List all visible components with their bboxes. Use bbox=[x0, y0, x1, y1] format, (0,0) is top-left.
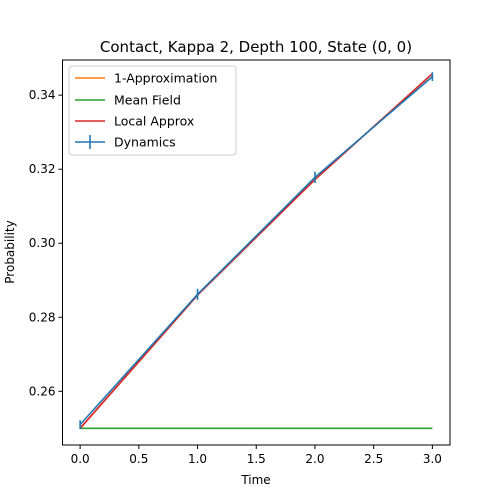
x-axis-label: Time bbox=[240, 473, 270, 487]
legend-label-mean-field: Mean Field bbox=[114, 93, 181, 108]
series-layer bbox=[79, 72, 434, 430]
y-tick-label: 0.32 bbox=[29, 162, 56, 176]
legend-entries: 1-Approximation Mean Field Local Approx Dyn… bbox=[75, 71, 217, 150]
y-axis: 0.26 0.28 0.30 0.32 0.34 bbox=[29, 88, 63, 398]
x-axis: 0.0 0.5 1.0 1.5 2.0 2.5 3.0 bbox=[71, 445, 442, 466]
x-tick-label: 1.0 bbox=[188, 452, 207, 466]
y-axis-label: Probability bbox=[3, 220, 17, 283]
legend-label-local-approx: Local Approx bbox=[114, 114, 194, 129]
y-tick-label: 0.26 bbox=[29, 384, 56, 398]
legend-label-1-approximation: 1-Approximation bbox=[114, 71, 217, 86]
y-tick-label: 0.28 bbox=[29, 310, 56, 324]
x-tick-label: 2.0 bbox=[305, 452, 324, 466]
legend-box bbox=[68, 65, 237, 156]
chart-title: Contact, Kappa 2, Depth 100, State (0, 0… bbox=[100, 38, 412, 56]
y-tick-label: 0.34 bbox=[29, 88, 56, 102]
x-tick-label: 0.0 bbox=[71, 452, 90, 466]
y-tick-label: 0.30 bbox=[29, 236, 56, 250]
legend-label-dynamics: Dynamics bbox=[114, 135, 176, 150]
legend: 1-Approximation Mean Field Local Approx Dyn… bbox=[68, 65, 237, 156]
x-tick-label: 3.0 bbox=[423, 452, 442, 466]
x-tick-label: 0.5 bbox=[129, 452, 148, 466]
series-line-dynamics bbox=[79, 76, 433, 426]
x-tick-label: 2.5 bbox=[364, 452, 383, 466]
x-tick-label: 1.5 bbox=[247, 452, 266, 466]
